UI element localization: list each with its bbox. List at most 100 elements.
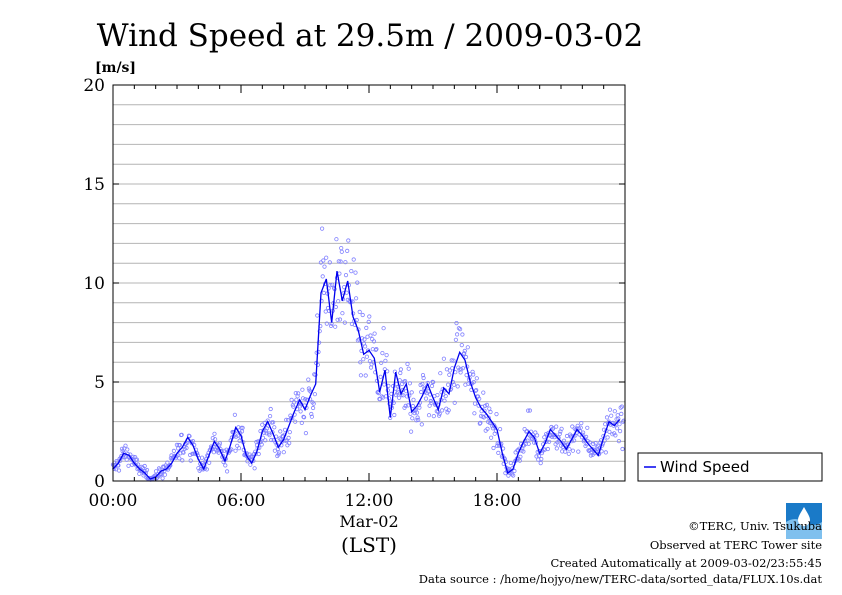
scatter-point xyxy=(614,426,620,431)
scatter-point xyxy=(210,435,215,441)
scatter-point xyxy=(526,441,531,446)
scatter-point xyxy=(566,451,571,456)
scatter-point xyxy=(121,450,126,455)
scatter-point xyxy=(439,408,445,413)
scatter-point xyxy=(539,456,544,462)
scatter-point xyxy=(282,427,288,432)
scatter-point xyxy=(398,370,403,376)
scatter-point xyxy=(454,320,459,326)
scatter-point xyxy=(559,426,564,431)
scatter-point xyxy=(204,467,209,472)
scatter-point xyxy=(124,457,129,462)
scatter-point xyxy=(276,452,281,457)
y-axis-ticks: 0 5 10 15 20 xyxy=(83,76,625,492)
scatter-point xyxy=(385,369,390,374)
scatter-point xyxy=(318,260,323,265)
scatter-point xyxy=(421,375,426,381)
scatter-point xyxy=(362,344,368,349)
scatter-point xyxy=(335,317,340,322)
scatter-point xyxy=(303,430,308,436)
scatter-point xyxy=(416,417,421,422)
scatter-point xyxy=(452,400,457,405)
scatter-point xyxy=(431,380,436,385)
scatter-point xyxy=(445,410,450,415)
scatter-point xyxy=(252,466,257,471)
x-tick-label: 12:00 xyxy=(345,491,394,511)
scatter-point xyxy=(534,433,540,438)
scatter-point xyxy=(240,425,245,430)
scatter-point xyxy=(336,299,341,304)
scatter-point xyxy=(477,396,482,401)
y-tick-label: 20 xyxy=(83,76,105,96)
scatter-point xyxy=(177,456,182,461)
scatter-point xyxy=(180,450,185,455)
scatter-point xyxy=(437,411,442,416)
scatter-point xyxy=(438,371,443,376)
scatter-point xyxy=(616,438,622,444)
scatter-point xyxy=(579,420,584,426)
scatter-point xyxy=(184,445,189,451)
scatter-point xyxy=(361,357,366,362)
scatter-point xyxy=(324,321,329,326)
scatter-point xyxy=(485,426,490,431)
scatter-point xyxy=(181,450,186,455)
scatter-point xyxy=(457,326,463,332)
scatter-point xyxy=(412,410,417,416)
scatter-point xyxy=(286,435,291,440)
scatter-point xyxy=(451,382,457,387)
scatter-point xyxy=(186,433,191,438)
scatter-point xyxy=(358,373,363,378)
scatter-point xyxy=(217,441,222,446)
scatter-point xyxy=(572,426,577,431)
scatter-point xyxy=(322,264,327,269)
scatter-point xyxy=(410,416,415,421)
scatter-point xyxy=(367,314,372,319)
scatter-point xyxy=(609,413,614,418)
scatter-point xyxy=(415,415,420,420)
scatter-point xyxy=(284,417,289,422)
scatter-point xyxy=(366,319,371,324)
scatter-point xyxy=(301,415,307,420)
scatter-point xyxy=(546,439,552,444)
scatter-point xyxy=(401,393,406,398)
scatter-point xyxy=(405,361,410,367)
scatter-point xyxy=(334,237,339,242)
scatter-point xyxy=(134,457,139,462)
scatter-point xyxy=(386,396,392,401)
scatter-point xyxy=(223,463,228,468)
footer-observed: Observed at TERC Tower site xyxy=(650,538,822,552)
scatter-point xyxy=(453,337,458,342)
scatter-point xyxy=(293,390,298,396)
scatter-point xyxy=(561,438,567,443)
grid-lines xyxy=(113,104,625,462)
scatter-point xyxy=(587,440,592,445)
scatter-point xyxy=(289,397,294,402)
scatter-point xyxy=(333,304,338,310)
scatter-point xyxy=(259,442,264,447)
scatter-point xyxy=(449,358,454,363)
chart-title: Wind Speed at 29.5m / 2009-03-02 xyxy=(97,18,643,54)
scatter-point xyxy=(267,433,272,438)
scatter-point xyxy=(269,437,274,443)
scatter-point xyxy=(571,433,576,438)
scatter-point xyxy=(523,441,528,446)
scatter-point xyxy=(509,472,515,477)
scatter-point xyxy=(188,458,193,463)
scatter-point xyxy=(272,425,277,430)
scatter-point xyxy=(190,438,196,444)
scatter-point xyxy=(378,374,383,379)
scatter-point xyxy=(319,298,324,303)
scatter-point xyxy=(612,409,617,414)
scatter-point xyxy=(481,390,486,395)
series-line-group xyxy=(112,270,621,480)
logo-drop-icon xyxy=(798,507,810,526)
scatter-point xyxy=(264,431,269,436)
scatter-point xyxy=(363,373,368,378)
scatter-point xyxy=(339,246,344,251)
scatter-point xyxy=(570,424,575,429)
x-tick-label: 00:00 xyxy=(89,491,138,511)
scatter-point xyxy=(399,381,405,387)
scatter-point xyxy=(370,336,375,342)
scatter-point xyxy=(131,454,136,459)
